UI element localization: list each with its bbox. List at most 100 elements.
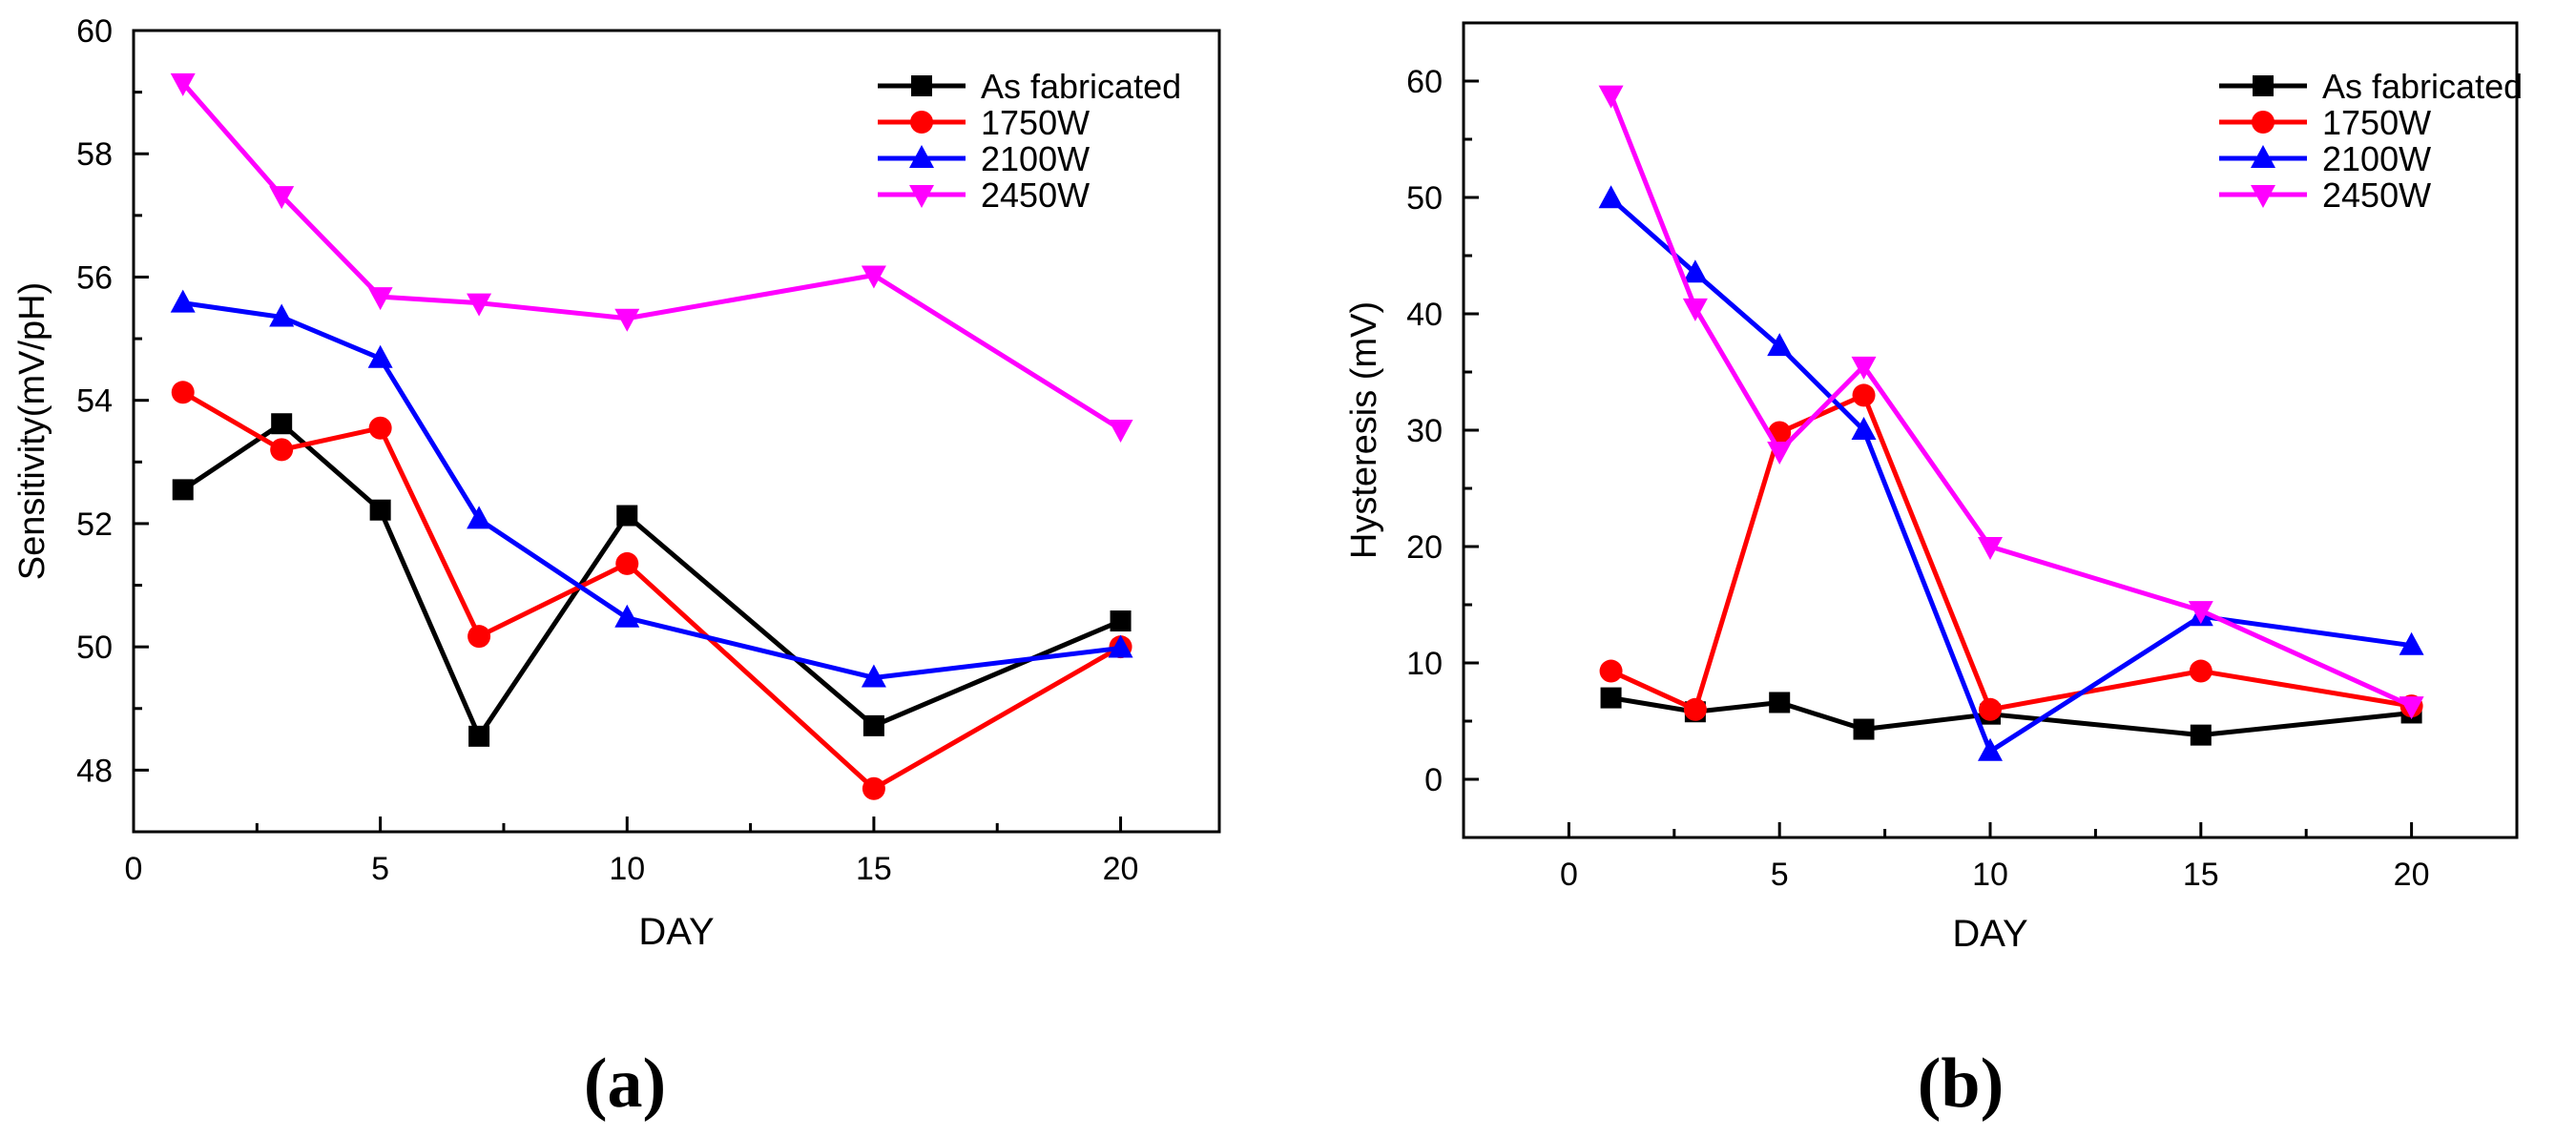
data-point xyxy=(1853,718,1875,740)
data-point xyxy=(2189,659,2212,683)
series-2100w xyxy=(170,289,1133,688)
x-axis-label: DAY xyxy=(638,911,714,953)
series-2100w xyxy=(1598,185,2424,761)
y-tick-label: 40 xyxy=(1406,297,1443,333)
data-point xyxy=(1108,420,1133,444)
data-point xyxy=(271,413,293,435)
data-point xyxy=(614,308,640,332)
data-point xyxy=(862,714,884,736)
data-point xyxy=(2399,631,2424,655)
x-axis-label: DAY xyxy=(1952,913,2027,955)
data-point xyxy=(1978,537,2003,560)
data-point xyxy=(615,551,639,575)
data-point xyxy=(1978,737,2003,761)
y-tick-label: 0 xyxy=(1424,762,1443,798)
y-tick-label: 48 xyxy=(76,753,113,789)
data-point xyxy=(1600,687,1622,709)
y-tick-label: 58 xyxy=(76,136,113,173)
data-point xyxy=(1108,634,1133,658)
y-axis-label: Sensitivity(mV/pH) xyxy=(12,282,52,581)
data-point xyxy=(1851,417,1877,440)
data-point xyxy=(1598,185,1624,209)
data-point xyxy=(170,72,196,96)
data-point xyxy=(614,604,640,628)
series-2450w xyxy=(1598,85,2424,720)
data-point xyxy=(172,479,194,501)
data-point xyxy=(1851,356,1877,380)
legend-marker xyxy=(2253,75,2274,96)
data-point xyxy=(1598,85,1624,109)
chart-panel-a: 0 5 10 15 20 48 50 52 54 56 58 60 DAY Sensitivity(mV/… xyxy=(12,13,1221,953)
y-tick-label: 30 xyxy=(1406,413,1443,449)
y-tick-label: 10 xyxy=(1406,646,1443,682)
series-line xyxy=(181,390,1122,792)
chart-panel-b: 0 5 10 15 20 0 10 20 30 40 50 60 DAY Hysteresis (mV) A… xyxy=(1344,21,2523,955)
y-tick-label: 60 xyxy=(76,13,113,50)
y-axis-label: Hysteresis (mV) xyxy=(1344,301,1384,559)
panel-label: (b) xyxy=(1918,1044,2004,1123)
x-tick-label: 20 xyxy=(2394,857,2430,893)
data-point xyxy=(467,506,492,529)
data-point xyxy=(467,625,491,649)
x-tick-label: 10 xyxy=(1972,857,2008,893)
data-point xyxy=(1682,298,1708,321)
x-tick-label: 0 xyxy=(125,851,143,887)
y-tick-label: 60 xyxy=(1406,64,1443,100)
legend-label: 1750W xyxy=(2322,103,2431,142)
x-tick-label: 15 xyxy=(2183,857,2219,893)
data-point xyxy=(1979,697,2002,721)
data-point xyxy=(861,265,886,289)
series-line xyxy=(181,421,1122,739)
data-point xyxy=(1599,659,1623,683)
y-tick-label: 56 xyxy=(76,259,113,296)
series-line xyxy=(1609,93,2413,709)
legend-label: As fabricated xyxy=(2322,67,2523,106)
legend-label: 2450W xyxy=(981,176,1090,215)
data-point xyxy=(171,381,195,404)
series-line xyxy=(182,300,1121,680)
x-tick-label: 5 xyxy=(371,851,389,887)
x-tick-label: 10 xyxy=(609,851,645,887)
data-point xyxy=(367,287,393,311)
legend-label: 2100W xyxy=(981,139,1090,178)
series-1750w xyxy=(171,381,1132,800)
data-point xyxy=(1110,610,1132,632)
data-point xyxy=(467,293,492,317)
data-point xyxy=(1682,259,1708,283)
data-point xyxy=(862,776,885,800)
data-point xyxy=(1852,383,1876,407)
data-point xyxy=(2190,724,2212,746)
data-point xyxy=(170,289,196,313)
plot-frame xyxy=(132,29,1221,834)
y-tick-label: 54 xyxy=(76,383,113,420)
legend-marker xyxy=(910,111,933,134)
data-point xyxy=(2188,601,2213,625)
data-point xyxy=(468,725,490,747)
legend-marker xyxy=(2252,111,2275,134)
data-point xyxy=(2399,696,2424,720)
data-point xyxy=(1683,697,1707,721)
data-point xyxy=(616,505,638,527)
legend-label: 1750W xyxy=(981,103,1090,142)
legend-marker xyxy=(909,185,934,208)
data-point xyxy=(1769,692,1791,713)
legend-label: As fabricated xyxy=(981,67,1181,106)
data-point xyxy=(369,499,391,521)
legend-marker xyxy=(911,75,932,96)
y-tick-label: 50 xyxy=(1406,180,1443,217)
data-point xyxy=(269,186,295,210)
panel-label: (a) xyxy=(584,1044,666,1123)
data-point xyxy=(1767,441,1793,465)
data-point xyxy=(367,344,393,368)
data-point xyxy=(1767,333,1793,357)
legend-marker xyxy=(2251,185,2275,208)
x-tick-label: 20 xyxy=(1103,851,1139,887)
x-tick-label: 5 xyxy=(1771,857,1789,893)
data-point xyxy=(269,303,295,327)
series-as-fabricated xyxy=(172,413,1132,747)
series-2450w xyxy=(170,72,1133,444)
legend-marker xyxy=(2251,145,2275,168)
y-tick-label: 50 xyxy=(76,630,113,666)
